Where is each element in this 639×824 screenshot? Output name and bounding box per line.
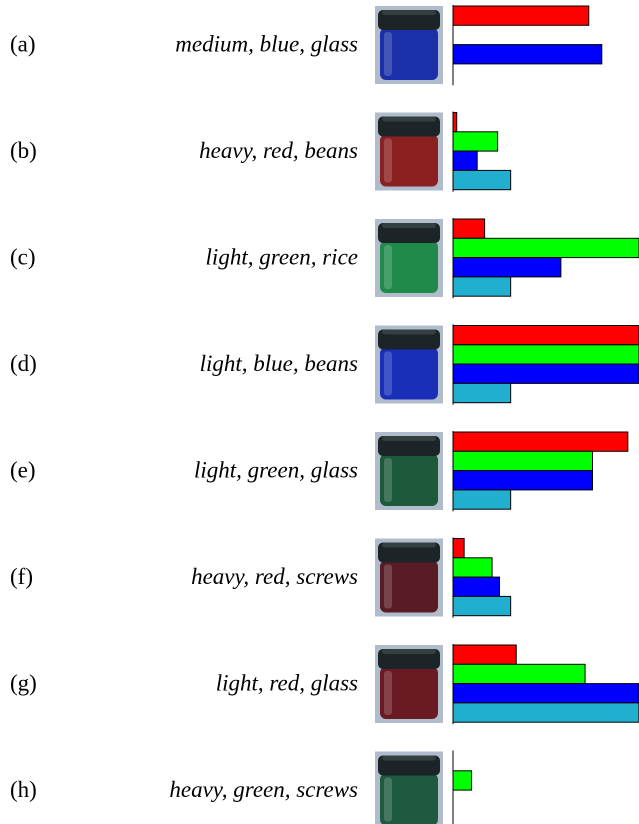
bar xyxy=(452,169,512,191)
jar-body xyxy=(380,454,438,506)
row-label: (a) xyxy=(10,31,36,56)
bar xyxy=(452,325,639,346)
jar-shine xyxy=(384,458,392,502)
jar-body xyxy=(380,667,438,719)
jar-image xyxy=(375,432,443,510)
jar-image xyxy=(375,6,443,84)
bar xyxy=(452,663,586,685)
jar-body xyxy=(380,560,438,613)
jar-lid-top xyxy=(382,10,436,15)
bar xyxy=(452,344,639,365)
row-description: heavy, green, screws xyxy=(169,777,358,802)
bar xyxy=(452,257,562,278)
bar xyxy=(452,150,478,171)
bar xyxy=(452,237,639,259)
jar-shine xyxy=(384,245,392,289)
bar xyxy=(452,450,593,472)
jar-lid-top xyxy=(382,436,436,441)
jar-body xyxy=(380,773,438,824)
row-description: light, red, glass xyxy=(216,670,358,695)
row-label: (g) xyxy=(10,670,37,695)
bar xyxy=(452,112,458,133)
bar xyxy=(452,683,639,704)
bar xyxy=(452,382,512,404)
bar xyxy=(452,431,629,452)
jar-lid-top xyxy=(382,223,436,228)
jar-shine xyxy=(384,564,392,609)
jar-shine xyxy=(384,32,392,76)
jar-lid-top xyxy=(382,755,436,761)
row-label: (h) xyxy=(10,777,37,802)
bar xyxy=(452,131,499,152)
row-label: (d) xyxy=(10,351,37,376)
jar-image xyxy=(375,538,443,617)
row-label: (e) xyxy=(10,457,36,482)
jar-image xyxy=(375,219,443,297)
jar-shine xyxy=(384,351,392,396)
bar xyxy=(452,44,603,65)
jar-lid-top xyxy=(382,329,436,335)
row-description: heavy, red, beans xyxy=(199,138,358,163)
bar xyxy=(452,595,512,617)
bar xyxy=(452,363,639,384)
bar xyxy=(452,576,500,597)
jar-lid-top xyxy=(382,542,436,548)
jar-body xyxy=(380,347,438,400)
row-label: (b) xyxy=(10,138,37,163)
jar-image xyxy=(375,645,443,723)
bar xyxy=(452,218,486,239)
row-description: light, green, rice xyxy=(206,244,358,269)
jar-shine xyxy=(384,138,392,183)
jar-image xyxy=(375,325,443,404)
row-description: light, green, glass xyxy=(194,457,358,482)
row-label: (f) xyxy=(10,564,33,589)
bar xyxy=(452,276,512,297)
bar xyxy=(452,489,512,510)
jar-lid-top xyxy=(382,116,436,122)
jar-body xyxy=(380,28,438,80)
bar xyxy=(452,470,593,491)
jar-image xyxy=(375,112,443,191)
jar-shine xyxy=(384,671,392,715)
jar-lid-top xyxy=(382,649,436,654)
jar-body xyxy=(380,134,438,187)
row-description: heavy, red, screws xyxy=(191,564,358,589)
bar xyxy=(452,702,639,723)
jar-shine xyxy=(384,777,392,822)
bar xyxy=(452,770,473,791)
bar xyxy=(452,5,590,26)
row-description: light, blue, beans xyxy=(200,351,358,376)
row-label: (c) xyxy=(10,244,36,269)
bar xyxy=(452,644,517,665)
jar-image xyxy=(375,751,443,824)
jar-body xyxy=(380,241,438,293)
bar xyxy=(452,538,465,559)
row-description: medium, blue, glass xyxy=(175,31,358,56)
bar xyxy=(452,557,493,578)
